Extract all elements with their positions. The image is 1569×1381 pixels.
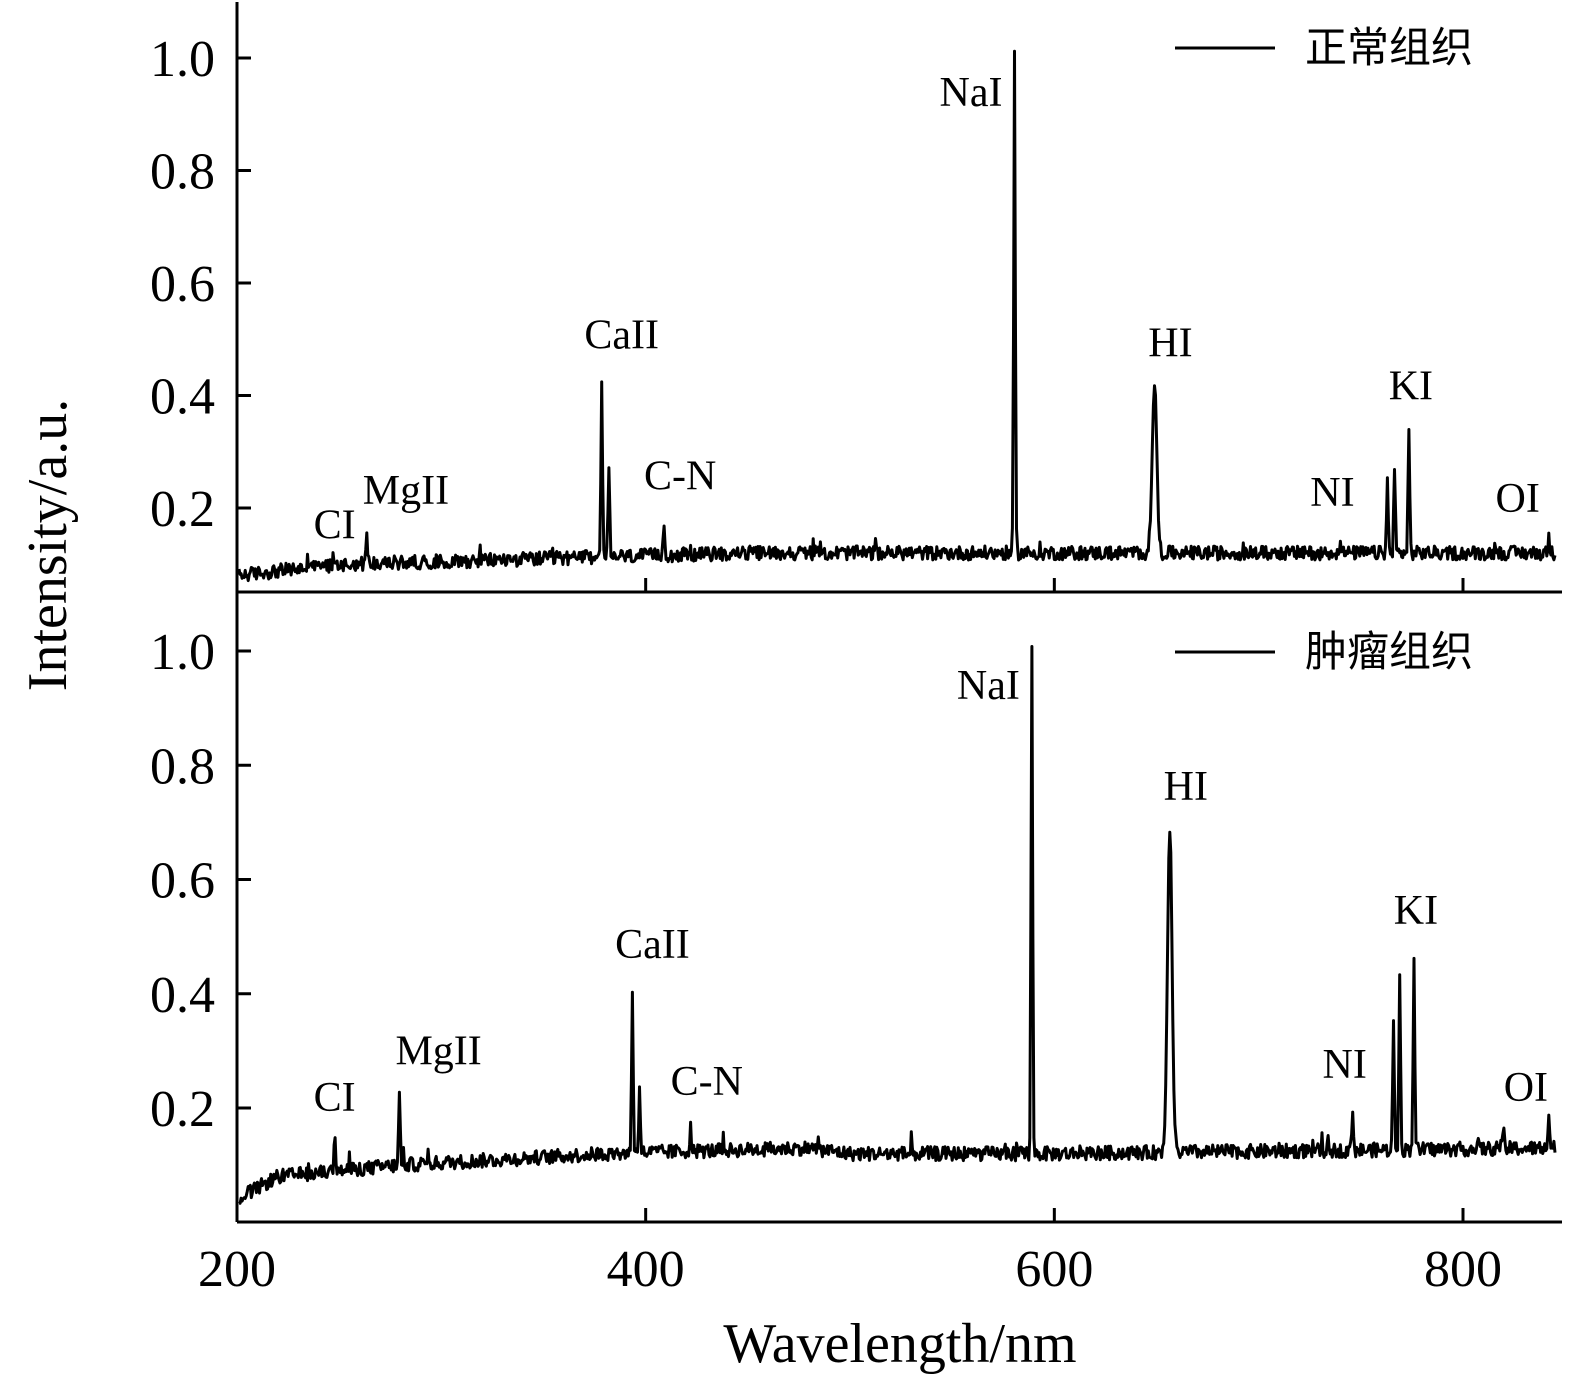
peak-label: OI: [1496, 476, 1540, 522]
peak-label: KI: [1394, 888, 1438, 934]
y-tick-label: 0.2: [150, 481, 215, 538]
x-tick-label: 400: [607, 1241, 685, 1298]
y-tick-label: 0.6: [150, 256, 215, 313]
y-tick-label: 0.2: [150, 1081, 215, 1138]
x-tick-label: 600: [1015, 1241, 1093, 1298]
peak-label: KI: [1389, 363, 1433, 409]
peak-label: CI: [314, 1075, 356, 1121]
spectrum-line: [237, 49, 1557, 583]
panels: 0.20.40.60.81.0CIMgIICaIIC-NNaIHINIKIOI正…: [150, 23, 1562, 1298]
peak-label: C-N: [644, 453, 716, 499]
x-axis-title: Wavelength/nm: [723, 1313, 1076, 1375]
x-tick-label: 200: [198, 1241, 276, 1298]
y-tick-label: 0.4: [150, 369, 215, 426]
y-tick-label: 0.6: [150, 853, 215, 910]
x-tick-label: 800: [1424, 1241, 1502, 1298]
y-tick-label: 1.0: [150, 624, 215, 681]
peak-label: OI: [1504, 1065, 1548, 1111]
legend-label: 肿瘤组织: [1305, 627, 1473, 676]
y-tick-label: 0.4: [150, 967, 215, 1024]
spectrum-line: [238, 645, 1557, 1206]
y-tick-label: 1.0: [150, 31, 215, 88]
peak-label: MgII: [363, 468, 449, 514]
peak-label: CaII: [615, 922, 690, 968]
peak-label: NI: [1310, 470, 1354, 516]
peak-label: NaI: [957, 663, 1020, 709]
peak-label: NaI: [940, 70, 1003, 116]
peak-label: CI: [314, 503, 356, 549]
y-tick-label: 0.8: [150, 738, 215, 795]
panel-2: 0.2 0.4 0.6 0.8 1.0 200 400 600 800 CI MgII CaII C-N…: [150, 624, 1562, 1298]
peak-label: HI: [1164, 764, 1208, 810]
peak-label: MgII: [395, 1029, 481, 1075]
peak-label: NI: [1322, 1042, 1366, 1088]
y-axis-title: Intensity/a.u.: [17, 399, 79, 691]
peak-label: C-N: [671, 1059, 743, 1105]
peak-label: CaII: [584, 313, 659, 359]
peak-label: HI: [1148, 320, 1192, 366]
legend-label: 正常组织: [1305, 23, 1473, 72]
y-tick-label: 0.8: [150, 144, 215, 201]
